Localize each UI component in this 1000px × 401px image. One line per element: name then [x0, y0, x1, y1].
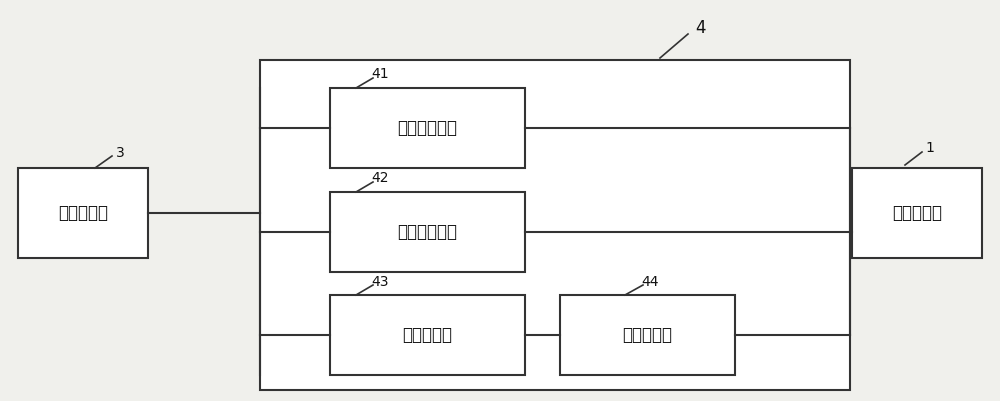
Text: 第一比较器: 第一比较器 [402, 326, 452, 344]
Bar [330, 295, 525, 375]
Bar [260, 60, 850, 390]
Text: 4: 4 [695, 19, 705, 37]
Text: 41: 41 [371, 67, 389, 81]
Bar [18, 168, 148, 258]
Text: 3: 3 [116, 146, 124, 160]
Bar [330, 192, 525, 272]
Text: 1: 1 [926, 141, 934, 155]
Bar [560, 295, 735, 375]
Text: 42: 42 [371, 171, 389, 185]
Text: 电流控制电路: 电流控制电路 [398, 223, 458, 241]
Bar [330, 88, 525, 168]
Text: 充放电电路: 充放电电路 [892, 204, 942, 222]
Text: 第一触发器: 第一触发器 [622, 326, 672, 344]
Text: 电压控制电路: 电压控制电路 [398, 119, 458, 137]
Text: 电压比较器: 电压比较器 [58, 204, 108, 222]
Text: 44: 44 [641, 275, 659, 289]
Bar [852, 168, 982, 258]
Text: 43: 43 [371, 275, 389, 289]
